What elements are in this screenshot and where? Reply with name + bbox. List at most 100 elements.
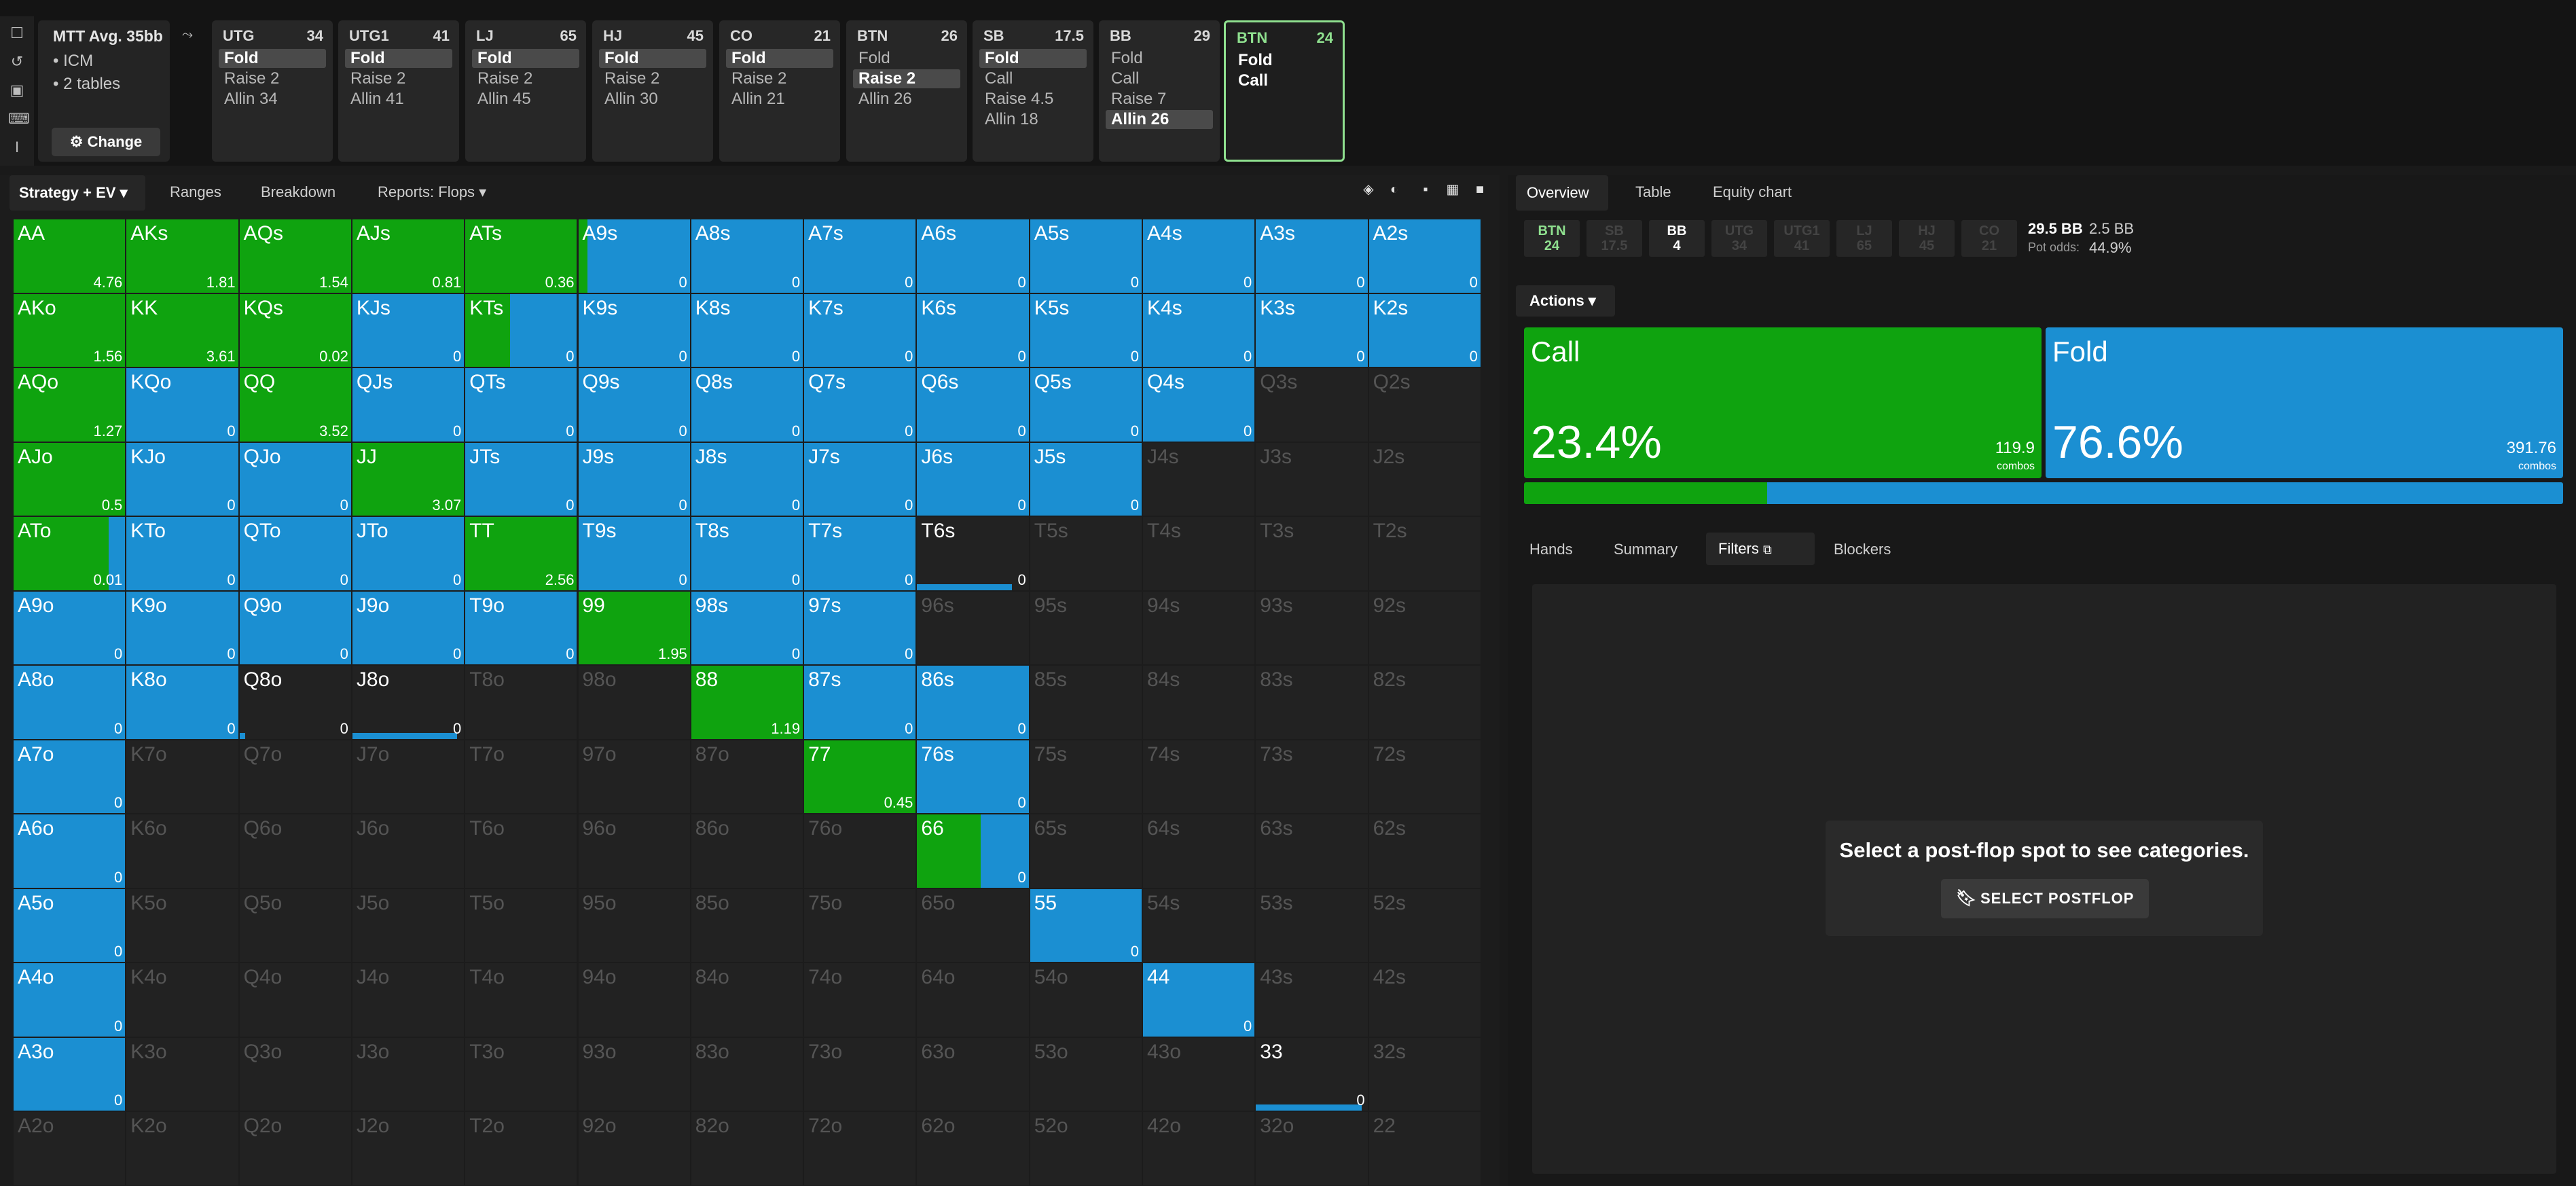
tab-filters[interactable]: Filters ⧉ — [1706, 533, 1815, 565]
action-option[interactable]: Allin 26 — [858, 90, 912, 108]
hand-cell-63o[interactable]: 63o — [917, 1037, 1029, 1111]
hand-cell-a2o[interactable]: A2o — [14, 1112, 126, 1185]
hand-cell-k7o[interactable]: K7o — [126, 740, 238, 813]
hand-cell-77[interactable]: 77 0.45 — [804, 740, 916, 813]
action-option[interactable]: Raise 4.5 — [985, 90, 1054, 108]
hand-cell-k3o[interactable]: K3o — [126, 1037, 238, 1111]
tab-strategy-ev[interactable]: Strategy + EV ▾ — [10, 175, 145, 211]
branch-icon[interactable]: ⤳ — [182, 27, 193, 42]
hand-cell-96s[interactable]: 96s — [917, 591, 1029, 664]
hand-cell-jts[interactable]: JTs 0 — [465, 442, 577, 516]
hand-cell-98s[interactable]: 98s 0 — [691, 591, 803, 664]
hand-cell-a4s[interactable]: A4s 0 — [1143, 219, 1255, 293]
hand-cell-42s[interactable]: 42s — [1368, 963, 1481, 1037]
position-card-hj[interactable]: HJ 45 Fold Raise 2 Allin 30 — [592, 20, 713, 162]
cube-view-icon[interactable]: ◈ — [1363, 182, 1374, 197]
hand-cell-98o[interactable]: 98o — [578, 666, 690, 739]
hand-cell-qq[interactable]: QQ 3.52 — [239, 368, 351, 442]
hand-cell-t3o[interactable]: T3o — [465, 1037, 577, 1111]
hand-cell-j6s[interactable]: J6s 0 — [917, 442, 1029, 516]
action-option[interactable]: Allin 26 — [1106, 110, 1213, 129]
hand-cell-j4s[interactable]: J4s — [1143, 442, 1255, 516]
action-option[interactable]: Allin 18 — [985, 110, 1038, 128]
hand-cell-j9s[interactable]: J9s 0 — [578, 442, 690, 516]
hand-cell-64o[interactable]: 64o — [917, 963, 1029, 1037]
action-option[interactable]: Fold — [599, 49, 706, 68]
hand-cell-83o[interactable]: 83o — [691, 1037, 803, 1111]
hand-cell-k4s[interactable]: K4s 0 — [1143, 293, 1255, 367]
position-card-sb[interactable]: SB 17.5 Fold Call Raise 4.5 Allin 18 — [973, 20, 1093, 162]
seat-hj[interactable]: HJ 45 — [1899, 220, 1955, 257]
hand-cell-62o[interactable]: 62o — [917, 1112, 1029, 1185]
action-option[interactable]: Fold — [219, 49, 326, 68]
seat-lj[interactable]: LJ 65 — [1836, 220, 1892, 257]
hand-cell-kts[interactable]: KTs 0 — [465, 293, 577, 367]
hand-cell-j8s[interactable]: J8s 0 — [691, 442, 803, 516]
hand-cell-a7s[interactable]: A7s 0 — [804, 219, 916, 293]
hand-cell-t9o[interactable]: T9o 0 — [465, 591, 577, 664]
hand-cell-t4o[interactable]: T4o — [465, 963, 577, 1037]
hand-cell-33[interactable]: 33 0 — [1256, 1037, 1368, 1111]
hand-cell-k6s[interactable]: K6s 0 — [917, 293, 1029, 367]
hand-cell-73s[interactable]: 73s — [1256, 740, 1368, 813]
hand-cell-qjs[interactable]: QJs 0 — [352, 368, 465, 442]
action-option[interactable]: Allin 34 — [224, 90, 278, 108]
hand-cell-j2o[interactable]: J2o — [352, 1112, 465, 1185]
hand-cell-k9s[interactable]: K9s 0 — [578, 293, 690, 367]
tab-summary[interactable]: Summary — [1614, 541, 1678, 558]
hand-cell-q8o[interactable]: Q8o 0 — [239, 666, 351, 739]
hand-cell-ako[interactable]: AKo 1.56 — [14, 293, 126, 367]
hand-cell-aks[interactable]: AKs 1.81 — [126, 219, 238, 293]
hand-cell-q8s[interactable]: Q8s 0 — [691, 368, 803, 442]
hand-cell-52o[interactable]: 52o — [1030, 1112, 1142, 1185]
hand-cell-75s[interactable]: 75s — [1030, 740, 1142, 813]
position-card-co[interactable]: CO 21 Fold Raise 2 Allin 21 — [719, 20, 840, 162]
hand-cell-t9s[interactable]: T9s 0 — [578, 517, 690, 590]
hand-cell-j6o[interactable]: J6o — [352, 814, 465, 888]
hand-cell-84s[interactable]: 84s — [1143, 666, 1255, 739]
action-option[interactable]: Raise 2 — [350, 69, 406, 88]
grid-view-icon[interactable]: ▦ — [1446, 182, 1459, 197]
history-icon[interactable]: ↺ — [10, 53, 24, 70]
seat-btn[interactable]: BTN 24 — [1524, 220, 1580, 257]
hand-cell-t7s[interactable]: T7s 0 — [804, 517, 916, 590]
hand-cell-a3o[interactable]: A3o 0 — [14, 1037, 126, 1111]
hand-cell-76o[interactable]: 76o — [804, 814, 916, 888]
hand-cell-jto[interactable]: JTo 0 — [352, 517, 465, 590]
hand-cell-86o[interactable]: 86o — [691, 814, 803, 888]
hand-cell-a6o[interactable]: A6o 0 — [14, 814, 126, 888]
hand-cell-k8s[interactable]: K8s 0 — [691, 293, 803, 367]
action-option[interactable]: Raise 2 — [477, 69, 533, 88]
hand-cell-j8o[interactable]: J8o 0 — [352, 666, 465, 739]
action-option[interactable]: Raise 2 — [853, 69, 960, 88]
fold-action-box[interactable]: Fold 76.6% 391.76 combos — [2046, 327, 2563, 478]
position-card-btn[interactable]: BTN 26 Fold Raise 2 Allin 26 — [846, 20, 967, 162]
hand-cell-q9o[interactable]: Q9o 0 — [239, 591, 351, 664]
hand-cell-k5o[interactable]: K5o — [126, 888, 238, 962]
hand-cell-q7s[interactable]: Q7s 0 — [804, 368, 916, 442]
hand-cell-42o[interactable]: 42o — [1143, 1112, 1255, 1185]
hand-cell-87s[interactable]: 87s 0 — [804, 666, 916, 739]
hand-cell-t3s[interactable]: T3s — [1256, 517, 1368, 590]
hand-cell-92o[interactable]: 92o — [578, 1112, 690, 1185]
hand-cell-aqo[interactable]: AQo 1.27 — [14, 368, 126, 442]
hand-cell-96o[interactable]: 96o — [578, 814, 690, 888]
hand-cell-88[interactable]: 88 1.19 — [691, 666, 803, 739]
hand-cell-93o[interactable]: 93o — [578, 1037, 690, 1111]
hand-cell-a5o[interactable]: A5o 0 — [14, 888, 126, 962]
hand-cell-a2s[interactable]: A2s 0 — [1368, 219, 1481, 293]
action-option[interactable]: Fold — [979, 49, 1087, 68]
hand-cell-qto[interactable]: QTo 0 — [239, 517, 351, 590]
hand-cell-a8o[interactable]: A8o 0 — [14, 666, 126, 739]
hand-cell-95s[interactable]: 95s — [1030, 591, 1142, 664]
hand-cell-k9o[interactable]: K9o 0 — [126, 591, 238, 664]
action-option[interactable]: Allin 30 — [604, 90, 658, 108]
hand-cell-76s[interactable]: 76s 0 — [917, 740, 1029, 813]
call-action-box[interactable]: Call 23.4% 119.9 combos — [1524, 327, 2042, 478]
hand-cell-92s[interactable]: 92s — [1368, 591, 1481, 664]
hand-cell-83s[interactable]: 83s — [1256, 666, 1368, 739]
hand-cell-qjo[interactable]: QJo 0 — [239, 442, 351, 516]
action-option[interactable]: Fold — [472, 49, 579, 68]
action-option[interactable]: Fold — [726, 49, 833, 68]
action-option[interactable]: Call — [1111, 69, 1140, 88]
